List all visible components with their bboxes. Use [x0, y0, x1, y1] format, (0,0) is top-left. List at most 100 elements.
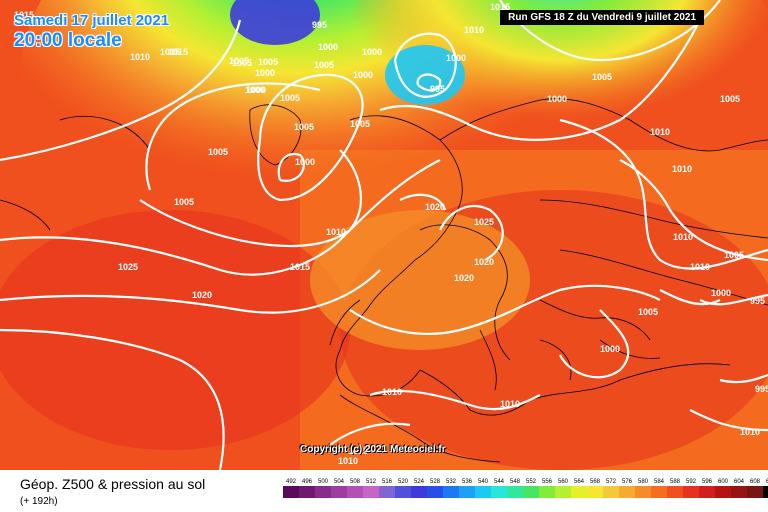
- scale-cell-label: 564: [573, 479, 584, 485]
- scale-cell-label: 600: [717, 479, 728, 485]
- scale-cell-label: 556: [541, 479, 552, 485]
- scale-cell-swatch: [667, 486, 683, 498]
- isobar-label: 1000: [600, 344, 620, 354]
- scale-cell-label: 572: [605, 479, 616, 485]
- isobar-lines: [0, 0, 768, 470]
- scale-cell-label: 580: [637, 479, 648, 485]
- isobar-label: 1000: [711, 288, 731, 298]
- forecast-date: Samedi 17 juillet 2021 20:00 locale: [14, 12, 169, 52]
- scale-cell: 524: [411, 478, 427, 498]
- scale-cell: 536: [459, 478, 475, 498]
- isobar-label: 1005: [280, 93, 300, 103]
- scale-cell-swatch: [683, 486, 699, 498]
- scale-cell: 592: [683, 478, 699, 498]
- isobar-label: 1010: [326, 227, 346, 237]
- isobar-label: 1010: [500, 399, 520, 409]
- scale-cell-swatch: [635, 486, 651, 498]
- scale-cell: 496: [299, 478, 315, 498]
- scale-cell-swatch: [763, 486, 768, 498]
- isobar-label: 1005: [314, 60, 334, 70]
- scale-cell: 512: [363, 478, 379, 498]
- scale-cell-label: 496: [301, 479, 312, 485]
- scale-cell-label: 548: [509, 479, 520, 485]
- scale-cell-swatch: [731, 486, 747, 498]
- forecast-date-day: Samedi 17 juillet 2021: [14, 12, 170, 29]
- isobar-label: 1005: [208, 147, 228, 157]
- scale-cell-label: 504: [333, 479, 344, 485]
- isobar-label: 1015: [290, 262, 310, 272]
- isobar-label: 995: [755, 384, 768, 394]
- scale-cell-swatch: [491, 486, 507, 498]
- scale-cell-label: 612: [765, 479, 768, 485]
- scale-cell: 580: [635, 478, 651, 498]
- scale-cell-label: 584: [653, 479, 664, 485]
- isobar-label: 1015: [160, 47, 180, 57]
- isobar-label: 1020: [425, 202, 445, 212]
- scale-cell-swatch: [379, 486, 395, 498]
- scale-cell: 576: [619, 478, 635, 498]
- isobar-label: 1015: [348, 446, 368, 456]
- scale-cell: 588: [667, 478, 683, 498]
- scale-cell-swatch: [603, 486, 619, 498]
- scale-cell-swatch: [715, 486, 731, 498]
- scale-cell: 520: [395, 478, 411, 498]
- legend-title: Géop. Z500 & pression au sol: [20, 476, 206, 492]
- scale-cell-label: 588: [669, 479, 680, 485]
- scale-cell-label: 528: [429, 479, 440, 485]
- scale-cell: 504: [331, 478, 347, 498]
- deep-low-core: [230, 0, 320, 45]
- scale-cell: 552: [523, 478, 539, 498]
- scale-cell-label: 532: [445, 479, 456, 485]
- legend-bar: Géop. Z500 & pression au sol (+ 192h) 49…: [0, 470, 768, 512]
- color-scale: 492 496 500 504 508 512 516 520 524 528 532 536 540 5…: [283, 478, 768, 498]
- scale-cell-label: 592: [685, 479, 696, 485]
- scale-cell: 600: [715, 478, 731, 498]
- isobar-label: 1005: [232, 58, 252, 68]
- scale-cell-swatch: [555, 486, 571, 498]
- scale-cell-label: 568: [589, 479, 600, 485]
- scale-cell-swatch: [587, 486, 603, 498]
- scale-cell-swatch: [411, 486, 427, 498]
- isobar-label: 1025: [474, 217, 494, 227]
- scale-cell-label: 536: [461, 479, 472, 485]
- scale-cell-label: 524: [413, 479, 424, 485]
- isobar-label: 1010: [673, 232, 693, 242]
- copyright-notice: Copyright (c) 2021 Meteociel.fr: [300, 444, 446, 455]
- scale-cell-label: 608: [749, 479, 760, 485]
- isobar-label: 1015: [14, 10, 34, 20]
- scale-cell: 596: [699, 478, 715, 498]
- isobar-label: 1010: [690, 262, 710, 272]
- scale-cell-swatch: [299, 486, 315, 498]
- scale-cell-swatch: [651, 486, 667, 498]
- isobar-label: 1005: [638, 307, 658, 317]
- scale-cell-swatch: [443, 486, 459, 498]
- scale-cell-label: 560: [557, 479, 568, 485]
- scale-cell-label: 512: [365, 479, 376, 485]
- scale-cell: 560: [555, 478, 571, 498]
- scale-cell: 540: [475, 478, 491, 498]
- isobar-label: 1005: [174, 197, 194, 207]
- scale-cell-swatch: [699, 486, 715, 498]
- isobar-label: 1010: [650, 127, 670, 137]
- isobar-label: 1000: [245, 85, 265, 95]
- scale-cell-swatch: [331, 486, 347, 498]
- scale-cell: 572: [603, 478, 619, 498]
- scale-cell: 500: [315, 478, 331, 498]
- scale-cell-swatch: [395, 486, 411, 498]
- isobar-label: 1010: [672, 164, 692, 174]
- isobar-label: 1010: [338, 456, 358, 466]
- isobar-label: 1000: [255, 68, 275, 78]
- isobar-label: 1005: [258, 57, 278, 67]
- scale-cell: 548: [507, 478, 523, 498]
- scale-cell: 516: [379, 478, 395, 498]
- isobar-label: 1025: [118, 262, 138, 272]
- legend-subtitle: (+ 192h): [20, 496, 58, 507]
- scale-cell-swatch: [571, 486, 587, 498]
- isobar-label: 1000: [446, 53, 466, 63]
- scale-cell: 604: [731, 478, 747, 498]
- scale-cell-label: 500: [317, 479, 328, 485]
- scale-cell: 544: [491, 478, 507, 498]
- isobar-label: 1005: [229, 56, 249, 66]
- isobar-label: 1000: [246, 85, 266, 95]
